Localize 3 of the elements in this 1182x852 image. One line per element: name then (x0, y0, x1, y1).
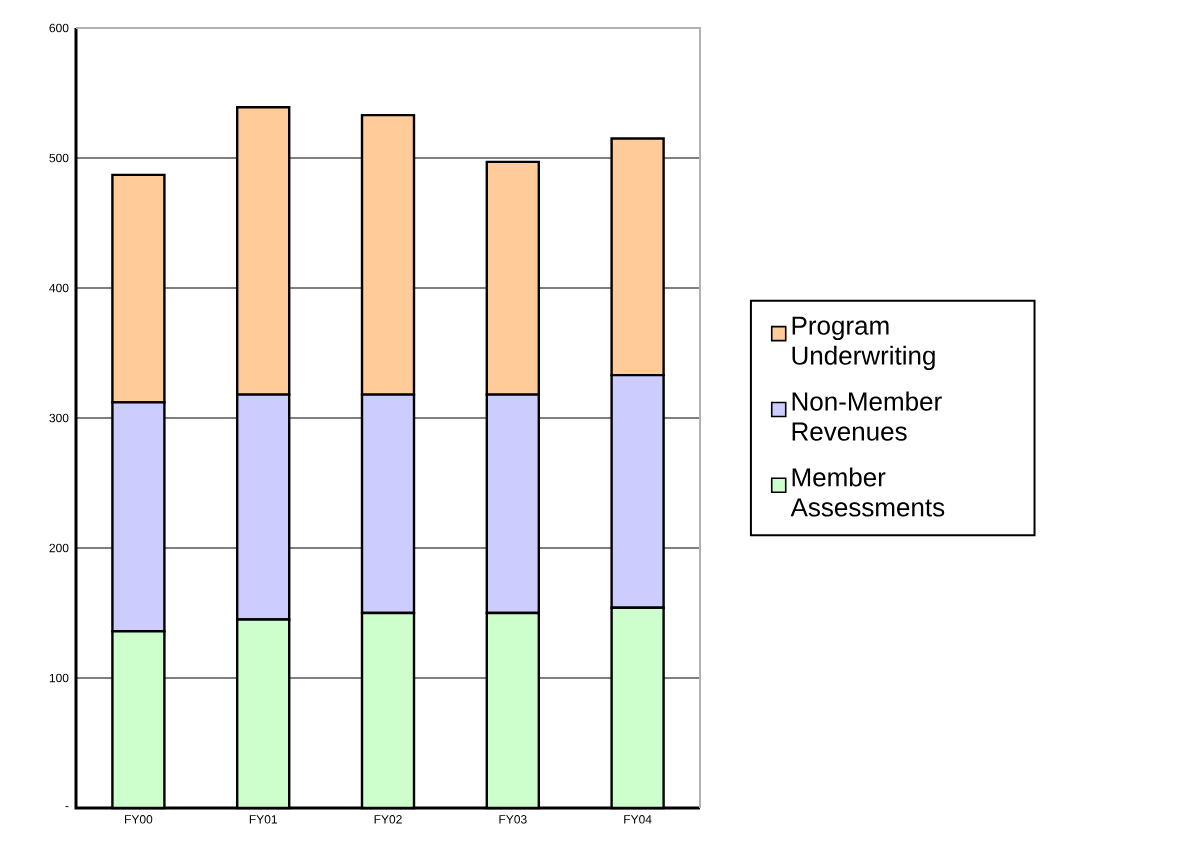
legend-label: Non-Member Revenues (792, 391, 942, 441)
legend-label: Program Underwriting (792, 316, 935, 370)
legend-label: Member Assessments (790, 467, 945, 517)
